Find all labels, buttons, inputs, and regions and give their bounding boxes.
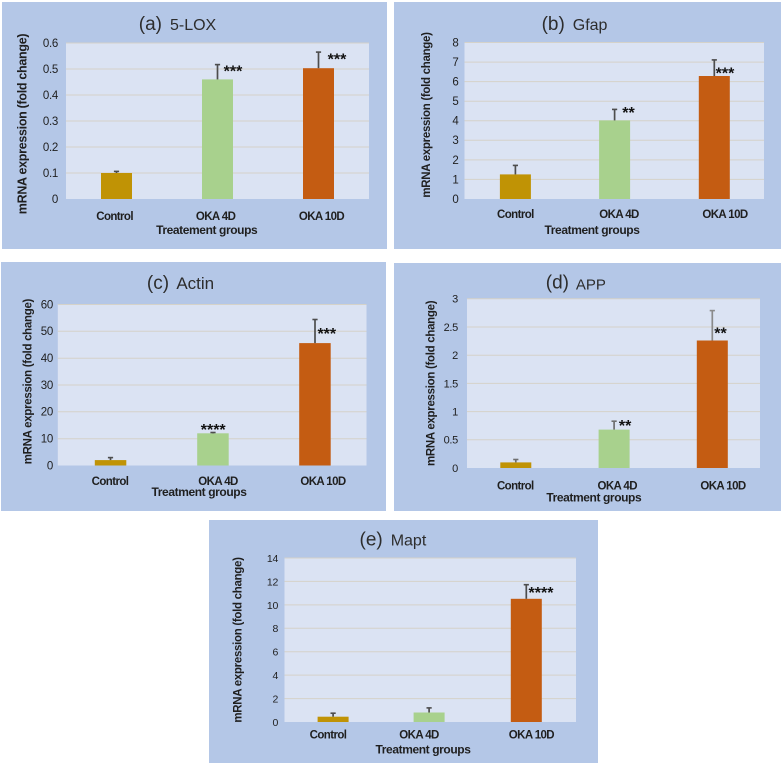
svg-text:mRNA expression (fold change): mRNA expression (fold change) — [421, 32, 433, 198]
svg-text:***: *** — [317, 326, 336, 343]
svg-text:***: *** — [224, 63, 243, 80]
svg-text:6: 6 — [272, 647, 278, 659]
svg-text:Control: Control — [497, 481, 534, 493]
svg-text:30: 30 — [41, 380, 53, 392]
svg-text:2.5: 2.5 — [444, 322, 459, 334]
svg-text:(e) Mapt: (e) Mapt — [360, 530, 427, 551]
svg-text:***: *** — [716, 66, 735, 83]
svg-text:**: ** — [714, 326, 727, 343]
svg-text:mRNA expression (fold change): mRNA expression (fold change) — [23, 298, 35, 464]
svg-text:****: **** — [201, 422, 227, 439]
svg-text:1: 1 — [452, 174, 458, 186]
svg-text:OKA 10D: OKA 10D — [700, 481, 746, 493]
svg-text:OKA 10D: OKA 10D — [300, 476, 346, 488]
svg-text:**: ** — [619, 418, 632, 435]
svg-text:4: 4 — [452, 116, 459, 128]
svg-text:60: 60 — [41, 299, 53, 311]
svg-text:Treatment groups: Treatment groups — [152, 485, 248, 499]
svg-text:5: 5 — [452, 96, 458, 108]
svg-text:2: 2 — [272, 694, 278, 706]
svg-text:0: 0 — [452, 463, 458, 475]
svg-text:(b) Gfap: (b) Gfap — [542, 14, 608, 35]
svg-text:10: 10 — [41, 434, 53, 446]
svg-text:mRNA expression (fold change): mRNA expression (fold change) — [426, 300, 438, 466]
svg-text:**: ** — [622, 105, 635, 122]
svg-text:OKA 10D: OKA 10D — [702, 209, 748, 221]
svg-text:Control: Control — [497, 209, 534, 221]
svg-text:0: 0 — [47, 460, 53, 472]
svg-text:(c) Actin: (c) Actin — [147, 273, 214, 294]
svg-text:Treatement groups: Treatement groups — [156, 223, 258, 237]
svg-text:20: 20 — [41, 407, 53, 419]
svg-text:Control: Control — [310, 730, 347, 742]
svg-text:2: 2 — [452, 155, 458, 167]
svg-text:0: 0 — [52, 194, 58, 206]
svg-text:40: 40 — [41, 353, 53, 365]
svg-text:0.2: 0.2 — [43, 142, 58, 154]
svg-text:0.6: 0.6 — [43, 38, 58, 50]
svg-text:8: 8 — [452, 37, 458, 49]
svg-text:0.1: 0.1 — [43, 168, 58, 180]
svg-text:14: 14 — [267, 553, 279, 565]
svg-text:Control: Control — [92, 476, 129, 488]
svg-text:(a) 5-LOX: (a) 5-LOX — [139, 14, 217, 35]
svg-text:50: 50 — [41, 326, 53, 338]
svg-text:Treatment groups: Treatment groups — [546, 491, 642, 505]
svg-text:3: 3 — [452, 294, 458, 306]
svg-text:8: 8 — [272, 623, 278, 635]
svg-text:0.4: 0.4 — [43, 90, 59, 102]
svg-text:3: 3 — [452, 135, 458, 147]
svg-text:OKA 4D: OKA 4D — [196, 211, 236, 223]
svg-text:1.5: 1.5 — [444, 378, 459, 390]
svg-text:7: 7 — [452, 57, 458, 69]
svg-text:OKA 4D: OKA 4D — [198, 476, 238, 488]
svg-text:6: 6 — [452, 77, 458, 89]
svg-text:0: 0 — [452, 194, 458, 206]
svg-text:1: 1 — [452, 407, 458, 419]
svg-text:10: 10 — [267, 600, 279, 612]
svg-text:2: 2 — [452, 350, 458, 362]
svg-text:Treatment groups: Treatment groups — [376, 743, 472, 757]
svg-text:OKA 4D: OKA 4D — [597, 481, 637, 493]
svg-text:0: 0 — [272, 717, 278, 729]
svg-text:12: 12 — [267, 576, 279, 588]
svg-text:***: *** — [328, 51, 347, 68]
svg-text:(d) APP: (d) APP — [546, 273, 606, 294]
svg-text:0.5: 0.5 — [43, 64, 58, 76]
svg-text:4: 4 — [272, 670, 278, 682]
svg-text:****: **** — [529, 585, 555, 602]
svg-text:OKA 4D: OKA 4D — [399, 730, 439, 742]
svg-text:OKA 10D: OKA 10D — [509, 730, 555, 742]
svg-text:Control: Control — [96, 211, 133, 223]
svg-text:0.5: 0.5 — [444, 435, 459, 447]
svg-text:OKA 10D: OKA 10D — [299, 211, 345, 223]
svg-text:Treatment groups: Treatment groups — [545, 223, 641, 237]
svg-text:0.3: 0.3 — [43, 116, 58, 128]
svg-text:mRNA expression (fold change): mRNA expression (fold change) — [16, 34, 30, 215]
svg-text:mRNA expression (fold change): mRNA expression (fold change) — [233, 557, 245, 723]
svg-text:OKA 4D: OKA 4D — [599, 209, 639, 221]
